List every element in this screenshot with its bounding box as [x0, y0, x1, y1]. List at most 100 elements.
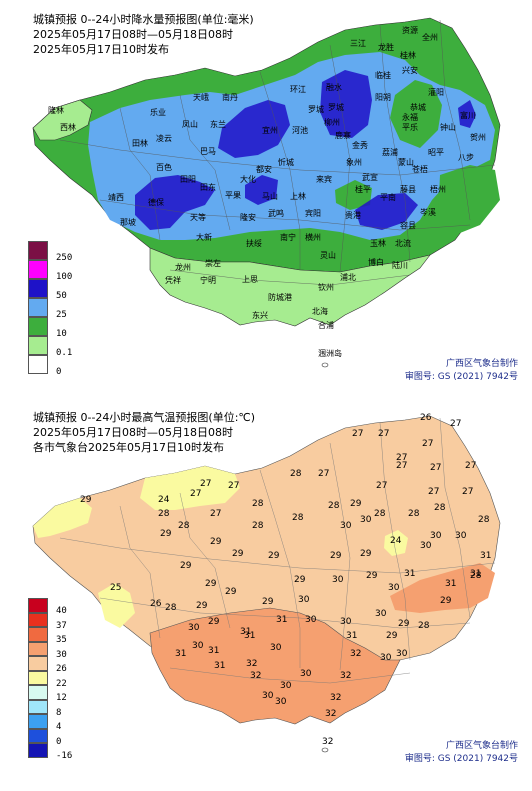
temp-value: 30 — [396, 649, 408, 659]
temp-value: 29 — [360, 549, 372, 559]
city-label: 扶绥 — [246, 238, 262, 248]
temp-value: 27 — [450, 419, 461, 429]
temp-legend-swatch — [28, 670, 48, 685]
temp-area-22-a — [140, 466, 240, 510]
temp-value: 29 — [262, 597, 274, 607]
city-label: 宁明 — [200, 275, 216, 285]
rain-map-canvas: 隆林 西林 乐业 天峨 南丹 凤山 东兰 巴马 田林 凌云 百色 田阳 田东 德… — [32, 17, 501, 368]
city-label: 凭祥 — [165, 275, 181, 285]
city-label: 那坡 — [120, 217, 136, 227]
temp-legend-label: 30 — [56, 649, 67, 660]
temp-value: 30 — [455, 531, 467, 541]
city-label: 忻城 — [278, 157, 294, 167]
city-label: 岑溪 — [420, 207, 436, 217]
temp-value: 28 — [434, 503, 446, 513]
temp-legend-swatch — [28, 685, 48, 700]
temp-value: 27 — [200, 479, 211, 489]
temp-area-22-b — [33, 498, 92, 538]
temp-value: 32 — [250, 671, 261, 681]
temp-value: 30 — [430, 531, 442, 541]
city-label: 苍梧 — [412, 164, 428, 174]
temp-value: 32 — [322, 737, 333, 747]
temp-value: 28 — [418, 621, 430, 631]
temp-legend-label: 22 — [56, 678, 67, 689]
temp-value: 32 — [330, 693, 341, 703]
temp-value: 30 — [262, 691, 274, 701]
temp-area-30-south — [149, 607, 401, 725]
temp-area-22-c — [98, 583, 135, 628]
city-label: 崇左 — [205, 258, 221, 268]
temp-value: 32 — [340, 671, 351, 681]
city-label: 宾阳 — [305, 208, 321, 218]
city-label: 西林 — [60, 122, 76, 132]
temp-value: 27 — [462, 487, 473, 497]
temp-legend-label: 12 — [56, 693, 67, 703]
temp-legend-label: 4 — [56, 722, 62, 732]
temp-value: 27 — [318, 469, 329, 479]
city-label: 象州 — [346, 157, 362, 167]
rain-credit: 广西区气象台制作 审图号: GS (2021) 7942号 — [405, 358, 518, 384]
city-label: 灌阳 — [428, 87, 444, 97]
city-label: 柳州 — [324, 117, 340, 127]
rain-map-issued: 2025年05月17日10时发布 — [33, 43, 169, 56]
temp-legend-label: 40 — [56, 606, 67, 616]
rain-map-period: 2025年05月17日08时—05月18日08时 — [33, 28, 233, 41]
city-label: 贺州 — [470, 132, 486, 142]
rain-legend-swatch — [28, 241, 48, 260]
city-label: 宜州 — [262, 125, 278, 135]
temp-value: 32 — [325, 709, 336, 719]
rain-pocket-green-1 — [390, 80, 442, 148]
temp-legend-swatch — [28, 743, 48, 758]
temp-legend-label: 0 — [56, 736, 62, 747]
city-label: 鹿寨 — [335, 130, 351, 140]
temp-value: 31 — [404, 569, 415, 579]
city-label: 龙胜 — [378, 42, 394, 52]
rain-area-50-d — [245, 175, 278, 205]
rain-credit-agency: 广西区气象台制作 — [445, 359, 518, 369]
temp-value: 29 — [225, 587, 237, 597]
city-label: 梧州 — [430, 184, 446, 194]
temp-value: 24 — [390, 536, 402, 546]
temp-legend-swatch — [28, 699, 48, 714]
city-label: 凤山 — [182, 119, 198, 129]
city-label: 百色 — [156, 162, 172, 172]
city-label: 南丹 — [222, 92, 238, 102]
rain-legend-label: 0.1 — [56, 348, 73, 358]
temp-value: 32 — [350, 649, 361, 659]
city-label: 钦州 — [318, 282, 334, 292]
rain-area-50-e — [355, 193, 418, 230]
temp-value: 30 — [300, 669, 312, 679]
rain-area-50-c — [135, 175, 215, 230]
city-label: 涠洲岛 — [318, 348, 342, 358]
temp-credit-agency: 广西区气象台制作 — [445, 741, 518, 751]
temp-value: 28 — [470, 571, 482, 581]
rain-pocket-green-2 — [335, 180, 372, 210]
temp-value: 29 — [160, 529, 172, 539]
temp-credit: 广西区气象台制作 审图号: GS (2021) 7942号 — [405, 740, 518, 766]
city-label: 永福 — [402, 112, 418, 122]
temp-map-period: 2025年05月17日08时—05月18日08时 — [33, 426, 233, 439]
temp-value: 29 — [80, 495, 92, 505]
city-label: 桂林 — [400, 50, 416, 60]
rain-legend-swatch — [28, 336, 48, 355]
city-label: 罗城 — [308, 105, 324, 114]
city-label: 巴马 — [200, 147, 216, 156]
city-label: 东兰 — [210, 119, 226, 129]
temp-value: 29 — [196, 601, 208, 611]
temp-value: 28 — [252, 521, 264, 531]
temp-value: 29 — [330, 551, 342, 561]
city-label: 环江 — [290, 85, 306, 94]
city-label: 融水 — [326, 82, 342, 92]
temp-value: 27 — [352, 429, 363, 439]
city-label: 靖西 — [108, 192, 124, 202]
temp-map-title-block: 城镇预报 0--24小时最高气温预报图(单位:℃) 2025年05月17日08时… — [33, 410, 255, 455]
city-label: 蒙山 — [398, 157, 414, 167]
temp-value: 27 — [228, 481, 239, 491]
island-weizhou — [321, 747, 329, 753]
city-label: 都安 — [256, 164, 272, 174]
temp-value: 31 — [244, 631, 255, 641]
city-label: 天等 — [190, 212, 206, 222]
city-label: 三江 — [350, 39, 366, 48]
rain-legend-swatch — [28, 298, 48, 317]
temp-value: 28 — [290, 469, 302, 479]
